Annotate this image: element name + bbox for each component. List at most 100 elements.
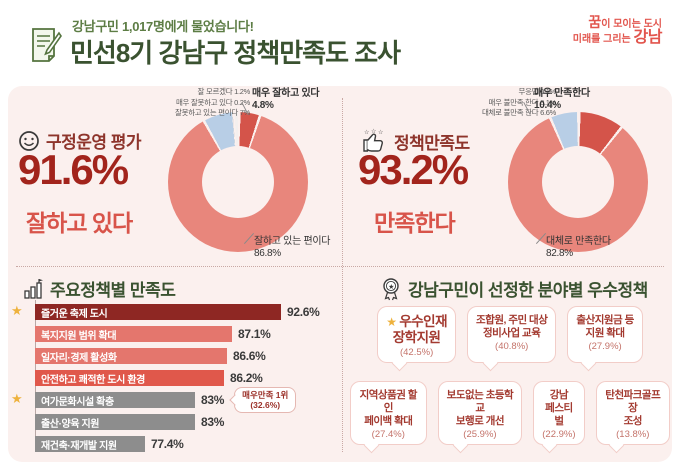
- card-title-line1: 강남: [549, 389, 569, 401]
- policy-bar: 출산·양육 지원: [35, 414, 195, 430]
- policy-bars-title: 주요정책별 만족도: [50, 281, 176, 300]
- label-somewhat-bad: 잘못하고 있는 편이다 7%: [175, 108, 250, 117]
- best-policy-card: 탄천파크골프장 조성 (13.8%): [595, 381, 670, 445]
- policy-sat-value: 93.2%: [358, 146, 469, 193]
- policy-bar-label: 재건축·재개발 지원: [41, 440, 117, 452]
- policy-bar-label: 출산·양육 지원: [41, 418, 100, 430]
- best-policies-title: 강남구민이 선정한 분야별 우수정책: [408, 281, 648, 300]
- policy-sat-minor-labels: 무응답 0.1% 매우 불만족 한다 0.1% 대체로 불만족 한다 6.6%: [424, 87, 556, 119]
- card-title-line1: 지역상품권 할인: [359, 389, 418, 414]
- best-policy-card: 보도없는 초등학교 보행로 개선 (25.9%): [437, 381, 523, 445]
- label-no-answer: 무응답 0.1%: [518, 87, 557, 96]
- svg-text:☆: ☆: [378, 129, 383, 136]
- callout-label: 매우 잘하고 있다: [252, 88, 320, 99]
- page-title: 민선8기 강남구 정책만족도 조사: [70, 38, 401, 68]
- card-title-line2: 페이백 확대: [364, 415, 413, 427]
- policy-bar-row: ★ 즐거운 축제 도시 92.6%: [11, 301, 335, 323]
- svg-text:☆: ☆: [364, 129, 369, 136]
- policy-sat-label: 만족한다: [374, 210, 456, 236]
- gov-eval-donut-chart: [168, 112, 308, 252]
- card-title-line1: 보도없는 초등학교: [446, 389, 514, 414]
- best-policy-card: ★ 우수인재 장학지원 (42.5%): [377, 306, 456, 363]
- medal-icon: ★: [380, 277, 402, 301]
- policy-bar: 일자리·경제 활성화: [35, 348, 227, 364]
- smiley-icon: [18, 130, 40, 152]
- card-percentage: (22.9%): [542, 429, 576, 440]
- label-somewhat-unsatisfied: 대체로 불만족 한다 6.6%: [481, 108, 556, 117]
- card-percentage: (40.8%): [495, 341, 529, 352]
- policy-bar-row: 재건축·재개발 지원 77.4%: [35, 433, 335, 455]
- policy-bar-rows: ★ 즐거운 축제 도시 92.6% 복지지원 범위 확대 87.1% 일자리·경제 활성화…: [11, 301, 335, 455]
- policy-bar-value: 83%: [201, 393, 225, 407]
- policy-bar-value: 83%: [201, 415, 225, 429]
- highlight-star-icon: ★: [11, 303, 23, 318]
- policy-bar: 안전하고 쾌적한 도시 환경: [35, 370, 224, 386]
- bubble-line2: (32.6%): [250, 400, 281, 410]
- donut-hole: [542, 146, 614, 218]
- best-policy-card: 조합원, 주민 대상 정비사업 교육 (40.8%): [467, 306, 557, 363]
- header: 강남구민 1,017명에게 물었습니다! 민선8기 강남구 정책만족도 조사 꿈…: [0, 0, 680, 86]
- major-value: 82.8%: [546, 248, 573, 259]
- policy-bar-row: 안전하고 쾌적한 도시 환경 86.2%: [35, 367, 335, 389]
- policy-sat-title: 정책만족도: [394, 133, 470, 153]
- bar-chart-icon: [22, 278, 44, 300]
- best-policies-header: ★ 강남구민이 선정한 분야별 우수정책: [380, 276, 648, 301]
- star-icon: ★: [386, 315, 400, 329]
- card-title-line2: 보행로 개선: [455, 415, 505, 427]
- callout-value: 4.8%: [252, 100, 274, 111]
- top-satisfaction-bubble: 매우만족 1위 (32.6%): [234, 387, 297, 413]
- policy-bar-value: 87.1%: [238, 327, 271, 341]
- gov-eval-title: 구정운영 평가: [46, 133, 142, 152]
- policy-bar: 즐거운 축제 도시: [35, 304, 281, 320]
- card-title-line1: 출산지원금 등: [576, 314, 634, 326]
- gov-eval-value: 91.6%: [18, 146, 129, 193]
- logo-rest-1: 이 모이는 도시: [601, 19, 662, 30]
- card-percentage: (13.8%): [616, 429, 650, 440]
- gov-eval-major-label: 잘하고 있는 편이다 86.8%: [254, 236, 330, 260]
- card-title-line2: 조성: [623, 415, 643, 427]
- card-title-line2: 페스티벌: [545, 402, 573, 427]
- policy-bar-label: 안전하고 쾌적한 도시 환경: [41, 374, 145, 386]
- major-label: 잘하고 있는 편이다: [254, 236, 331, 247]
- callout-value: 10.4%: [534, 100, 561, 111]
- donut-hole: [202, 146, 274, 218]
- policy-bar-row: ★ 여가문화시설 확충 83% 매우만족 1위 (32.6%): [11, 387, 335, 413]
- label-very-bad: 매우 잘못하고 있다 0.2%: [175, 97, 250, 107]
- policy-bar: 재건축·재개발 지원: [35, 436, 145, 452]
- best-policy-row-1: ★ 우수인재 장학지원 (42.5%) 조합원, 주민 대상 정비사업 교육 (40.8%…: [350, 306, 670, 363]
- callout-label: 매우 만족한다: [534, 88, 590, 99]
- card-title-line1: 조합원, 주민 대상: [476, 314, 548, 326]
- vertical-divider: [342, 98, 343, 452]
- logo-accent-2: 강남: [633, 29, 663, 46]
- best-policy-bubbles: ★ 우수인재 장학지원 (42.5%) 조합원, 주민 대상 정비사업 교육 (40.8%…: [350, 306, 670, 463]
- policy-bar-value: 86.2%: [230, 371, 263, 385]
- policy-bar-row: 출산·양육 지원 83%: [35, 411, 335, 433]
- gov-eval-minor-labels: 잘 모르겠다 1.2% 매우 잘못하고 있다 0.2% 잘못하고 있는 편이다 …: [146, 87, 250, 119]
- card-title-line2: 지원 확대: [585, 327, 626, 339]
- best-policy-card: 지역상품권 할인 페이백 확대 (27.4%): [350, 381, 427, 445]
- policy-bar: 복지지원 범위 확대: [35, 326, 232, 342]
- bubble-line1: 매우만족 1위: [242, 390, 289, 400]
- policy-bars-header: 주요정책별 만족도: [22, 276, 176, 301]
- best-policy-card: 강남 페스티벌 (22.9%): [533, 381, 585, 445]
- major-value: 86.8%: [254, 248, 281, 259]
- label-dont-know: 잘 모르겠다 1.2%: [197, 87, 251, 96]
- thumbs-up-icon: ☆ ☆ ☆: [360, 128, 388, 154]
- logo-accent-1: 꿈: [588, 14, 602, 30]
- gov-eval-label: 잘하고 있다: [26, 210, 133, 236]
- policy-sat-callout: 매우 만족한다 10.4%: [534, 88, 590, 112]
- svg-text:☆: ☆: [371, 128, 376, 135]
- policy-sat-header: ☆ ☆ ☆ 정책만족도: [360, 128, 470, 154]
- policy-bar-label: 즐거운 축제 도시: [41, 308, 108, 320]
- policy-sat-donut-chart: [508, 112, 648, 252]
- policy-bar: 여가문화시설 확충: [35, 392, 195, 408]
- gov-eval-callout: 매우 잘하고 있다 4.8%: [252, 88, 320, 112]
- highlight-star-icon: ★: [11, 391, 23, 406]
- policy-bar-value: 86.6%: [233, 349, 266, 363]
- policy-bar-value: 77.4%: [151, 437, 184, 451]
- card-percentage: (25.9%): [463, 429, 497, 440]
- policy-bar-label: 복지지원 범위 확대: [41, 330, 117, 342]
- best-policy-card: 출산지원금 등 지원 확대 (27.9%): [567, 306, 643, 363]
- policy-sat-major-label: 대체로 만족한다 82.8%: [546, 236, 611, 260]
